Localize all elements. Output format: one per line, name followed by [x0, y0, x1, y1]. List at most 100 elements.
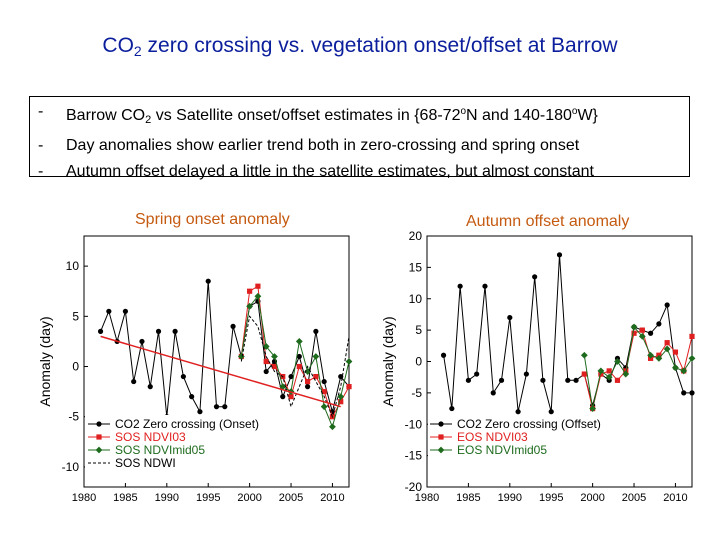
legend-label: EOS NDVImid05 [457, 443, 547, 457]
x-tick-label: 1985 [456, 492, 480, 504]
data-point [189, 394, 195, 400]
data-point [647, 351, 654, 359]
series-line [443, 254, 692, 412]
data-point [237, 353, 245, 360]
chart-0: 1980 1985 1990 1995 2000 2005 2010 -10 -5 0 5 10 Ano… [37, 235, 353, 504]
data-point [688, 354, 696, 362]
data-point [672, 364, 679, 372]
x-tick-label: 2005 [279, 492, 303, 504]
y-tick-label: -5 [68, 410, 79, 424]
data-point [449, 405, 455, 412]
data-point [213, 404, 220, 410]
data-point [482, 283, 488, 289]
data-point [656, 321, 662, 327]
data-point [288, 373, 294, 380]
data-point [288, 394, 294, 400]
data-point [589, 405, 597, 412]
data-point [147, 384, 153, 390]
x-tick-label: 2010 [663, 492, 687, 504]
chart-caption-spring: Spring onset anomaly [135, 211, 290, 228]
data-point [95, 446, 103, 454]
data-point [523, 371, 529, 377]
data-point [689, 333, 695, 339]
legend-label: CO2 Zero crossing (Offset) [457, 417, 601, 431]
data-point [329, 423, 336, 431]
data-point [222, 404, 228, 410]
x-tick-label: 2000 [237, 492, 261, 504]
x-tick-label: 2005 [622, 492, 646, 504]
data-point [474, 371, 480, 377]
data-point [205, 278, 211, 284]
data-point [548, 409, 554, 415]
data-point [638, 333, 646, 340]
data-point [295, 338, 303, 345]
data-point [180, 373, 186, 380]
data-point [254, 292, 262, 300]
data-point [689, 390, 695, 396]
legend-item: EOS NDVImid05 [430, 443, 547, 457]
data-point [263, 358, 269, 365]
legend-label: CO2 Zero crossing (Onset) [115, 417, 259, 431]
x-tick-label: 1990 [498, 492, 522, 504]
data-point [96, 434, 102, 440]
data-point [338, 399, 344, 405]
data-point [337, 393, 345, 401]
data-point [680, 367, 688, 375]
y-tick-label: -10 [62, 460, 80, 474]
data-point [279, 383, 287, 390]
data-point [280, 394, 286, 400]
data-point [197, 409, 203, 415]
legend-item: SOS NDVImid05 [88, 443, 205, 457]
series-green-diamond [237, 292, 353, 431]
data-point [605, 373, 613, 381]
series-line [240, 285, 350, 418]
legend-item: CO2 Zero crossing (Offset) [430, 417, 601, 431]
data-point [296, 363, 302, 370]
bullet-box: - Barrow CO2 vs Satellite onset/offset e… [29, 96, 690, 180]
data-point [122, 308, 129, 314]
data-point [532, 274, 538, 280]
y-tick-label: 5 [415, 323, 422, 337]
data-point [106, 308, 112, 314]
data-point [556, 252, 563, 258]
x-tick-label: 1995 [196, 492, 220, 504]
series-red-square [238, 283, 352, 420]
data-point [271, 353, 278, 360]
y-axis-label: Anomaly (day) [37, 316, 53, 406]
data-point [96, 421, 102, 427]
bullet-item: - Autumn offset delayed a little in the s… [38, 163, 594, 180]
data-point [97, 328, 104, 334]
data-point [304, 384, 311, 390]
series-red-square [581, 327, 695, 412]
data-point [437, 446, 445, 454]
series-black-circle [97, 278, 352, 420]
y-tick-label: 0 [72, 360, 79, 374]
legend-label: SOS NDVImid05 [115, 443, 205, 457]
data-point [255, 283, 261, 289]
data-point [664, 340, 670, 346]
data-point [663, 345, 671, 353]
slide-title: CO2 zero crossing vs. vegetation onset/o… [102, 34, 618, 59]
y-tick-label: 20 [409, 229, 423, 243]
x-tick-label: 1995 [539, 492, 563, 504]
data-point [498, 377, 505, 383]
data-point [262, 343, 270, 350]
data-point [465, 377, 472, 383]
data-point [631, 330, 637, 336]
y-tick-label: -15 [405, 449, 423, 463]
series-line [100, 335, 341, 408]
data-point [247, 288, 253, 294]
y-tick-label: -20 [405, 480, 423, 494]
data-point [320, 403, 328, 411]
x-tick-label: 1980 [415, 492, 439, 504]
legend-label: SOS NDVI03 [115, 430, 186, 444]
data-point [438, 421, 444, 427]
data-point [622, 370, 630, 378]
y-tick-label: 10 [409, 292, 423, 306]
data-point [614, 358, 621, 365]
series-line [100, 281, 350, 417]
legend-background [85, 415, 300, 472]
data-point [457, 283, 463, 289]
x-tick-label: 2010 [320, 492, 344, 504]
data-point [565, 377, 571, 383]
